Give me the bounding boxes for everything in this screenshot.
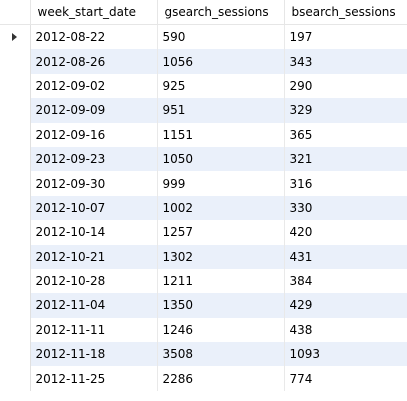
table-row[interactable]: 2012-09-02 925 290 — [0, 73, 407, 99]
cell-gsearch-sessions[interactable]: 1050 — [157, 146, 285, 172]
row-selector[interactable] — [0, 24, 31, 50]
cell-week-start-date[interactable]: 2012-10-14 — [30, 220, 158, 245]
cell-gsearch-sessions[interactable]: 925 — [157, 73, 285, 99]
table-row[interactable]: 2012-09-30 999 316 — [0, 171, 407, 196]
cell-gsearch-sessions[interactable]: 1151 — [157, 122, 285, 147]
cell-week-start-date[interactable]: 2012-10-21 — [30, 244, 158, 269]
table-row[interactable]: 2012-10-07 1002 330 — [0, 195, 407, 221]
cell-gsearch-sessions[interactable]: 1211 — [157, 268, 285, 294]
table-row[interactable]: 2012-10-21 1302 431 — [0, 244, 407, 269]
table-row[interactable]: 2012-09-09 951 329 — [0, 98, 407, 123]
row-selector[interactable] — [0, 98, 31, 123]
cell-bsearch-sessions[interactable]: 438 — [284, 317, 407, 343]
cell-bsearch-sessions[interactable]: 290 — [284, 73, 407, 99]
cell-gsearch-sessions[interactable]: 1257 — [157, 220, 285, 245]
row-selector[interactable] — [0, 268, 31, 294]
cell-bsearch-sessions[interactable]: 774 — [284, 366, 407, 391]
row-selector-header[interactable] — [0, 0, 31, 25]
table-row[interactable]: 2012-11-25 2286 774 — [0, 366, 407, 391]
table-row[interactable]: 2012-10-28 1211 384 — [0, 268, 407, 294]
cell-gsearch-sessions[interactable]: 1350 — [157, 293, 285, 318]
table-row[interactable]: 2012-08-26 1056 343 — [0, 49, 407, 74]
row-selector[interactable] — [0, 317, 31, 343]
cell-gsearch-sessions[interactable]: 999 — [157, 171, 285, 196]
cell-week-start-date[interactable]: 2012-09-09 — [30, 98, 158, 123]
cell-week-start-date[interactable]: 2012-09-23 — [30, 146, 158, 172]
cell-bsearch-sessions[interactable]: 384 — [284, 268, 407, 294]
row-selector[interactable] — [0, 171, 31, 196]
cell-week-start-date[interactable]: 2012-08-26 — [30, 49, 158, 74]
cell-gsearch-sessions[interactable]: 590 — [157, 24, 285, 50]
row-selector[interactable] — [0, 244, 31, 269]
row-selector[interactable] — [0, 342, 31, 367]
cell-week-start-date[interactable]: 2012-08-22 — [30, 24, 158, 50]
row-selector[interactable] — [0, 122, 31, 147]
column-header-week-start-date[interactable]: week_start_date — [30, 0, 158, 25]
table-row[interactable]: 2012-11-18 3508 1093 — [0, 342, 407, 367]
cell-bsearch-sessions[interactable]: 343 — [284, 49, 407, 74]
row-selector[interactable] — [0, 293, 31, 318]
row-selector[interactable] — [0, 220, 31, 245]
table-row[interactable]: 2012-09-16 1151 365 — [0, 122, 407, 147]
grid-body: 2012-08-22 590 197 2012-08-26 1056 343 2012-09… — [0, 24, 407, 391]
cell-week-start-date[interactable]: 2012-09-30 — [30, 171, 158, 196]
row-selector[interactable] — [0, 366, 31, 391]
cell-week-start-date[interactable]: 2012-09-02 — [30, 73, 158, 99]
cell-week-start-date[interactable]: 2012-09-16 — [30, 122, 158, 147]
cell-week-start-date[interactable]: 2012-10-07 — [30, 195, 158, 221]
current-row-arrow-icon — [12, 33, 18, 42]
table-row[interactable]: 2012-10-14 1257 420 — [0, 220, 407, 245]
table-row[interactable]: 2012-08-22 590 197 — [0, 24, 407, 50]
row-selector[interactable] — [0, 73, 31, 99]
column-header-bsearch-sessions[interactable]: bsearch_sessions — [284, 0, 407, 25]
cell-gsearch-sessions[interactable]: 3508 — [157, 342, 285, 367]
cell-bsearch-sessions[interactable]: 365 — [284, 122, 407, 147]
cell-bsearch-sessions[interactable]: 1093 — [284, 342, 407, 367]
table-row[interactable]: 2012-11-04 1350 429 — [0, 293, 407, 318]
cell-gsearch-sessions[interactable]: 1056 — [157, 49, 285, 74]
cell-bsearch-sessions[interactable]: 316 — [284, 171, 407, 196]
cell-gsearch-sessions[interactable]: 1302 — [157, 244, 285, 269]
result-table: week_start_date gsearch_sessions bsearch… — [0, 0, 407, 391]
cell-bsearch-sessions[interactable]: 420 — [284, 220, 407, 245]
cell-bsearch-sessions[interactable]: 329 — [284, 98, 407, 123]
cell-week-start-date[interactable]: 2012-11-25 — [30, 366, 158, 391]
cell-bsearch-sessions[interactable]: 330 — [284, 195, 407, 221]
cell-week-start-date[interactable]: 2012-11-11 — [30, 317, 158, 343]
cell-week-start-date[interactable]: 2012-11-04 — [30, 293, 158, 318]
column-header-gsearch-sessions[interactable]: gsearch_sessions — [157, 0, 285, 25]
cell-gsearch-sessions[interactable]: 951 — [157, 98, 285, 123]
cell-bsearch-sessions[interactable]: 321 — [284, 146, 407, 172]
cell-gsearch-sessions[interactable]: 1002 — [157, 195, 285, 221]
row-selector[interactable] — [0, 195, 31, 221]
cell-bsearch-sessions[interactable]: 197 — [284, 24, 407, 50]
table-row[interactable]: 2012-11-11 1246 438 — [0, 317, 407, 343]
cell-week-start-date[interactable]: 2012-11-18 — [30, 342, 158, 367]
cell-bsearch-sessions[interactable]: 429 — [284, 293, 407, 318]
cell-bsearch-sessions[interactable]: 431 — [284, 244, 407, 269]
cell-week-start-date[interactable]: 2012-10-28 — [30, 268, 158, 294]
table-row[interactable]: 2012-09-23 1050 321 — [0, 146, 407, 172]
row-selector[interactable] — [0, 146, 31, 172]
row-selector[interactable] — [0, 49, 31, 74]
header-row: week_start_date gsearch_sessions bsearch… — [0, 0, 407, 25]
cell-gsearch-sessions[interactable]: 2286 — [157, 366, 285, 391]
cell-gsearch-sessions[interactable]: 1246 — [157, 317, 285, 343]
